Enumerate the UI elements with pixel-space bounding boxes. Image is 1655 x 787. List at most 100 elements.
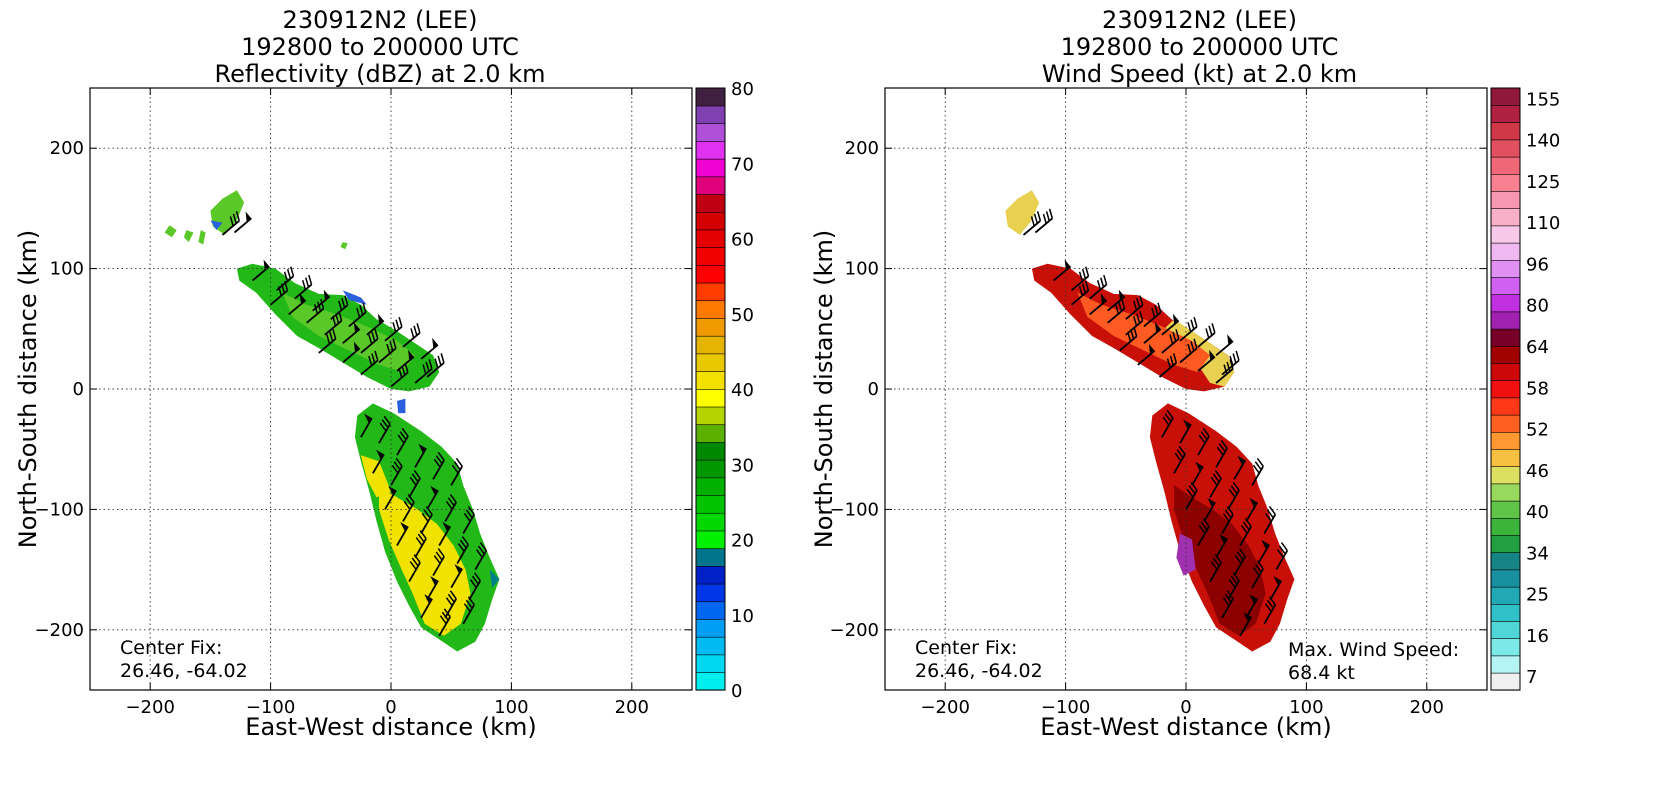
wind-barb (1269, 576, 1283, 601)
wind-barb (378, 338, 397, 364)
y-tick-label: 0 (868, 379, 879, 400)
wind-barb (348, 302, 367, 328)
wind-barb (414, 359, 433, 384)
wind-barb (420, 337, 439, 360)
colorbar-tick-label: 20 (731, 531, 754, 552)
wind-barb (221, 211, 240, 236)
colorbar-swatch (695, 105, 726, 125)
center-fix-label: Center Fix: (120, 637, 223, 659)
y-tick-label: −100 (830, 499, 879, 520)
colorbar-tick-label: 125 (1526, 172, 1560, 193)
wind-barb (426, 353, 445, 378)
colorbar-swatch (695, 300, 726, 319)
y-tick-label: 0 (73, 379, 84, 400)
wind-barb (294, 274, 313, 300)
wind-barb (288, 293, 307, 316)
colorbar-swatch (1490, 431, 1521, 450)
wind-barb (1107, 289, 1126, 312)
max-wind-label: Max. Wind Speed: (1288, 639, 1460, 661)
colorbar-tick-label: 40 (731, 380, 754, 401)
chart-title-line-2: 192800 to 200000 UTC (1060, 33, 1339, 61)
wind-barb (444, 590, 457, 619)
wind-barb (1227, 572, 1240, 601)
colorbar-swatch (695, 565, 726, 585)
wind-barb (1227, 481, 1240, 510)
wind-barb (306, 298, 325, 324)
colorbar-swatch (1490, 225, 1521, 244)
wind-barb (342, 341, 361, 364)
wind-barb (408, 469, 421, 498)
colorbar-swatch (1490, 122, 1521, 141)
wind-barb (1173, 445, 1186, 474)
center-fix-value: 26.46, -64.02 (915, 660, 1043, 682)
colorbar-swatch (695, 282, 726, 302)
colorbar-swatch (695, 87, 726, 107)
wind-barb (1191, 461, 1204, 486)
center-fix-value: 26.46, -64.02 (120, 660, 248, 682)
colorbar-swatch (695, 353, 726, 372)
chart-title-line-1: 230912N2 (LEE) (1102, 6, 1297, 34)
colorbar-swatch (695, 601, 726, 620)
wind-barb (1089, 293, 1108, 316)
echo-teal (489, 569, 500, 588)
colorbar-tick-label: 50 (731, 305, 754, 326)
colorbar-swatch (1490, 311, 1521, 330)
colorbar-tick-label: 46 (1526, 461, 1549, 482)
wind-barb (233, 211, 252, 234)
y-tick-label: 100 (50, 259, 84, 280)
echo-fragment (164, 225, 177, 238)
colorbar-swatch (695, 459, 726, 479)
wind-barb (1089, 274, 1108, 300)
wind-barb (474, 542, 488, 571)
y-tick-label: 200 (50, 138, 84, 159)
colorbar-swatch (1490, 242, 1521, 261)
colorbar-swatch (1490, 294, 1521, 313)
colorbar-swatch (695, 158, 726, 178)
wind-barb (1215, 534, 1228, 559)
colorbar-swatch (1490, 483, 1521, 502)
wind-barb (414, 443, 427, 468)
colorbar-swatch (695, 264, 726, 284)
wind-barb (1263, 596, 1277, 625)
wind-barb (378, 415, 391, 444)
colorbar-swatch (695, 654, 726, 673)
wind-barb (414, 530, 427, 559)
wind-barb (1197, 427, 1210, 456)
wind-barb (390, 457, 403, 486)
colorbar-swatch (1490, 139, 1521, 158)
colorbar-swatch (695, 229, 726, 248)
colorbar-frame (1490, 87, 1521, 691)
wind-barb (318, 329, 337, 354)
y-tick-label: −200 (830, 620, 879, 641)
y-tick-label: 100 (845, 259, 879, 280)
wind-barb (1143, 322, 1162, 344)
colorbar-tick-label: 7 (1526, 667, 1537, 688)
colorbar-swatch (695, 406, 726, 426)
x-tick-label: 0 (1180, 697, 1191, 718)
chart-title-line-3: Wind Speed (kt) at 2.0 km (1041, 60, 1358, 88)
colorbar-tick-label: 52 (1526, 420, 1549, 441)
wind-barb (1251, 457, 1264, 486)
wind-barb (372, 449, 385, 474)
wind-barb (1107, 298, 1126, 324)
wind-barb (1263, 506, 1277, 534)
colorbar-swatch (695, 583, 726, 603)
wind-barb (1119, 326, 1138, 352)
colorbar-swatch (695, 477, 726, 496)
wind-barb (1221, 590, 1234, 619)
wind-barb (438, 608, 451, 637)
echo-fragment (198, 230, 206, 245)
colorbar-tick-label: 60 (731, 230, 754, 251)
wind-barb (360, 350, 379, 376)
colorbar-swatch (1490, 104, 1521, 123)
colorbar-swatch (695, 618, 726, 638)
wind-barb (324, 310, 343, 336)
wind-barb (1185, 481, 1198, 510)
wind-barb (342, 322, 361, 344)
colorbar-swatch (1490, 672, 1521, 691)
wind-barb (462, 506, 475, 534)
colorbar-tick-label: 70 (731, 154, 754, 175)
plot-area (164, 190, 500, 652)
colorbar-swatch (1490, 534, 1521, 554)
colorbar-swatch (1490, 517, 1521, 536)
